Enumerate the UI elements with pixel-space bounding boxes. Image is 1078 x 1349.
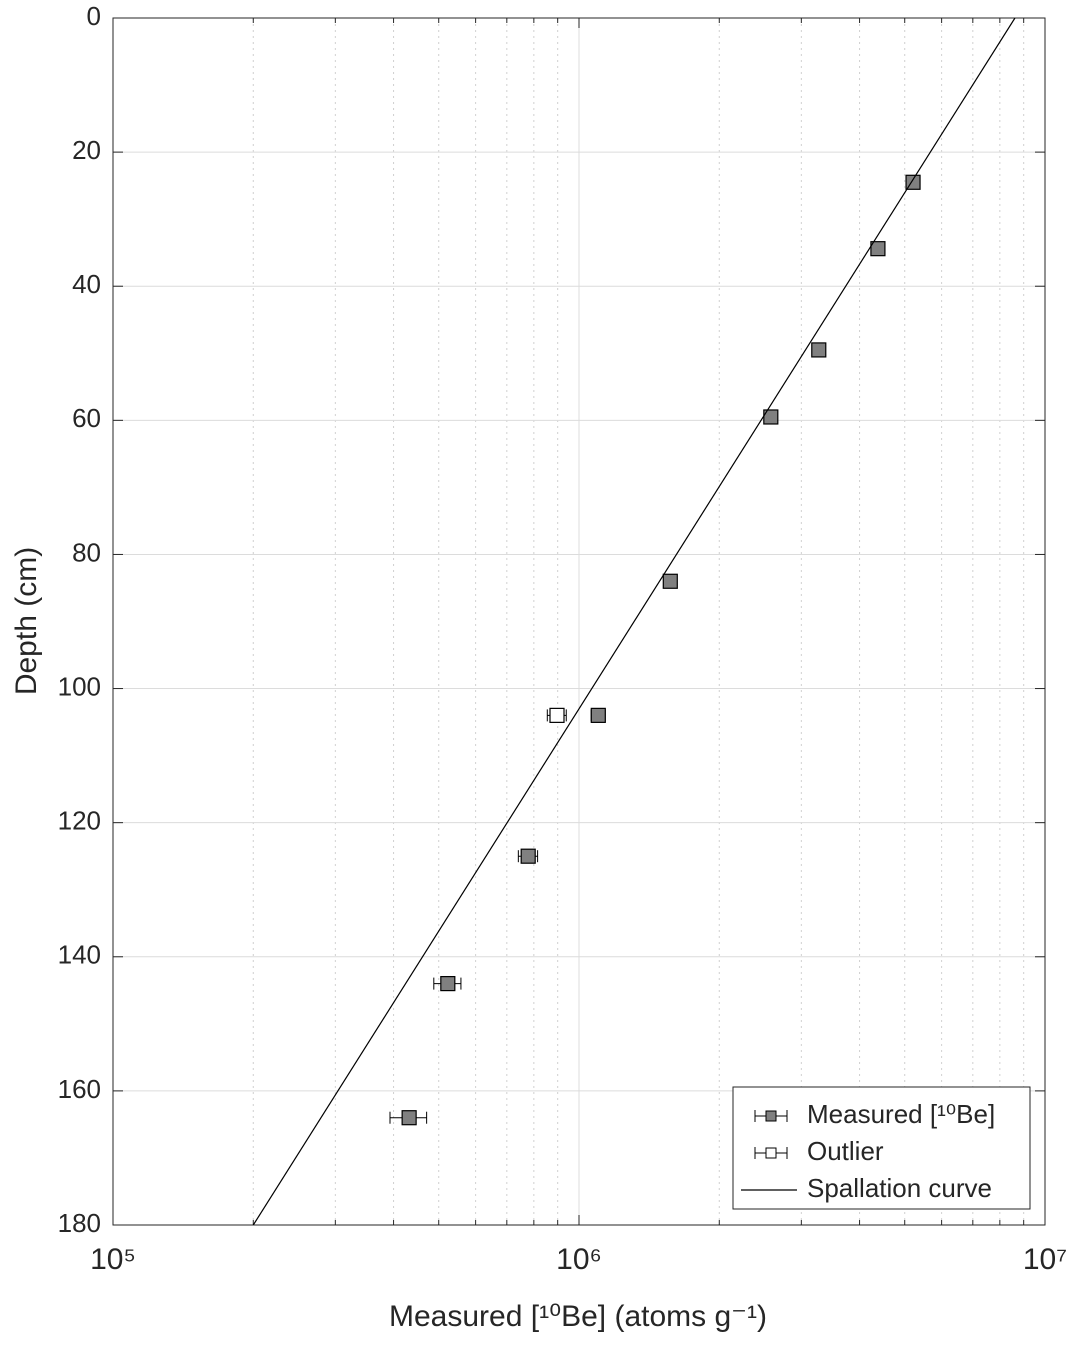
x-tick-label: 10⁶ — [556, 1243, 602, 1276]
legend-marker — [765, 1147, 777, 1159]
y-tick-label: 100 — [58, 671, 101, 701]
y-tick-label: 180 — [58, 1208, 101, 1238]
x-tick-label: 10⁵ — [90, 1243, 136, 1276]
legend-label: Outlier — [807, 1136, 884, 1166]
legend-label: Spallation curve — [807, 1173, 992, 1203]
y-tick-label: 0 — [87, 1, 101, 31]
data-point — [811, 342, 827, 358]
y-axis-label: Depth (cm) — [10, 547, 43, 695]
plot-frame — [112, 17, 1046, 1226]
data-point — [440, 975, 456, 992]
y-tick-label: 20 — [72, 135, 101, 165]
y-tick-label: 140 — [58, 940, 101, 970]
data-point — [520, 848, 536, 864]
legend-label: Measured [¹⁰Be] — [807, 1099, 995, 1129]
y-tick-label: 80 — [72, 537, 101, 567]
data-point — [662, 573, 678, 589]
data-point — [549, 707, 565, 723]
legend-box — [732, 1086, 1031, 1210]
x-tick-label: 10⁷ — [1023, 1243, 1067, 1276]
x-axis-label: Measured [¹⁰Be] (atoms g⁻¹) — [389, 1300, 767, 1333]
y-tick-label: 160 — [58, 1074, 101, 1104]
data-point — [870, 241, 886, 257]
spallation-curve — [252, 18, 1016, 1225]
y-tick-label: 60 — [72, 403, 101, 433]
legend-marker — [765, 1110, 777, 1122]
data-point — [401, 1110, 417, 1126]
data-point — [590, 707, 606, 723]
y-tick-label: 120 — [58, 806, 101, 836]
y-tick-label: 40 — [72, 269, 101, 299]
